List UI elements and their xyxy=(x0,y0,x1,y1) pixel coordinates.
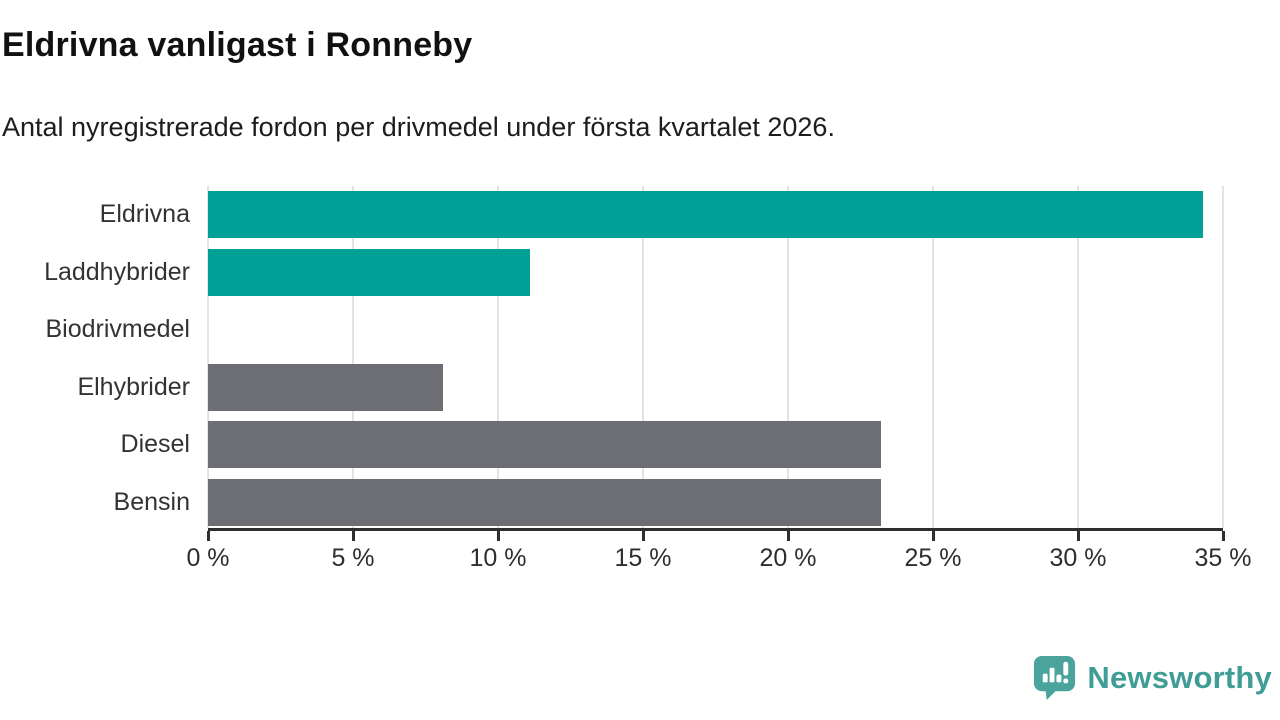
tick-20 xyxy=(787,531,790,541)
tick-label-25: 25 % xyxy=(904,544,962,572)
gridline-15 xyxy=(642,186,644,528)
newsworthy-bubble-icon xyxy=(1034,655,1076,701)
gridline-35 xyxy=(1222,186,1224,528)
y-axis-labels: Eldrivna Laddhybrider Biodrivmedel Elhybrid… xyxy=(0,186,208,531)
tick-label-30: 30 % xyxy=(1049,544,1107,572)
page-subtitle: Antal nyregistrerade fordon per drivmede… xyxy=(2,112,835,142)
category-label-biodrivmedel: Biodrivmedel xyxy=(45,315,190,344)
bar-laddhybrider xyxy=(208,248,530,296)
bar-chart: Eldrivna Laddhybrider Biodrivmedel Elhybrid… xyxy=(0,186,1251,572)
gridline-0 xyxy=(207,186,209,528)
bar-elhybrider xyxy=(208,363,443,411)
gridline-25 xyxy=(932,186,934,528)
category-label-diesel: Diesel xyxy=(120,430,190,459)
tick-label-10: 10 % xyxy=(469,544,527,572)
tick-label-0: 0 % xyxy=(186,544,230,572)
tick-label-35: 35 % xyxy=(1194,544,1252,572)
tick-15 xyxy=(642,531,645,541)
tick-25 xyxy=(932,531,935,541)
gridline-10 xyxy=(497,186,499,528)
newsworthy-wordmark: Newsworthy xyxy=(1087,659,1272,695)
category-label-eldrivna: Eldrivna xyxy=(99,200,190,229)
tick-label-5: 5 % xyxy=(331,544,375,572)
tick-30 xyxy=(1077,531,1080,541)
tick-label-15: 15 % xyxy=(614,544,672,572)
gridline-20 xyxy=(787,186,789,528)
gridline-5 xyxy=(352,186,354,528)
bar-bensin xyxy=(208,478,881,526)
plot-area: 0 % 5 % 10 % 15 % 20 % 25 % 30 % 35 % xyxy=(186,186,1251,572)
tick-label-20: 20 % xyxy=(759,544,817,572)
tick-5 xyxy=(352,531,355,541)
category-label-elhybrider: Elhybrider xyxy=(77,372,190,401)
tick-35 xyxy=(1222,531,1225,541)
tick-10 xyxy=(497,531,500,541)
category-label-laddhybrider: Laddhybrider xyxy=(44,257,190,286)
category-label-bensin: Bensin xyxy=(113,487,190,516)
bar-diesel xyxy=(208,421,881,468)
gridline-30 xyxy=(1077,186,1079,528)
page-title: Eldrivna vanligast i Ronneby xyxy=(2,26,473,64)
tick-0 xyxy=(207,531,210,541)
bar-eldrivna xyxy=(208,191,1203,238)
newsworthy-logo: Newsworthy xyxy=(1031,653,1272,702)
